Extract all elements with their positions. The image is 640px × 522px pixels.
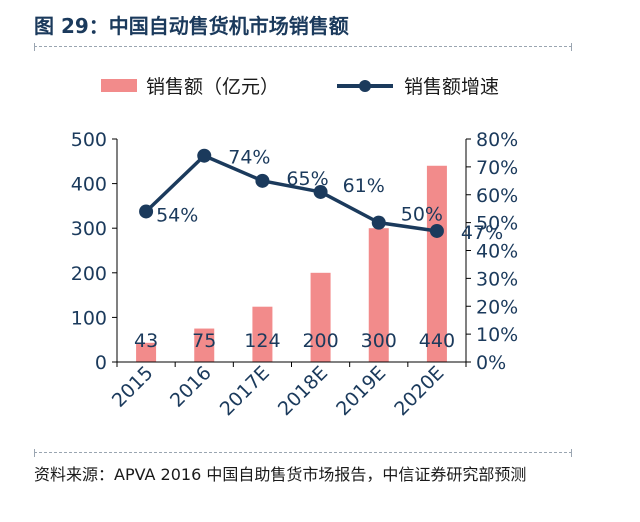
y-right-tick-label: 40% bbox=[476, 241, 518, 263]
growth-label: 65% bbox=[286, 168, 328, 190]
bar bbox=[194, 328, 215, 362]
x-tick-label: 2016 bbox=[166, 362, 216, 412]
bar-label: 300 bbox=[361, 330, 397, 352]
bar bbox=[252, 306, 273, 362]
growth-line bbox=[144, 153, 438, 233]
bar-series bbox=[136, 165, 447, 362]
y-left-tick-label: 0 bbox=[95, 352, 107, 374]
figure-title: 图 29：中国自动售货机市场销售额 bbox=[34, 14, 349, 38]
growth-point bbox=[429, 223, 444, 238]
bar-data-labels: 43 75 124 200 300 440 bbox=[134, 330, 455, 352]
x-tick-label: 2018E bbox=[274, 362, 332, 420]
top-divider bbox=[34, 43, 572, 51]
y-right-tick-label: 10% bbox=[476, 324, 518, 346]
y-left-tick-label: 500 bbox=[71, 129, 107, 151]
bar-label: 43 bbox=[134, 330, 158, 352]
source-note: 资料来源：APVA 2016 中国自助售货市场报告，中信证券研究部预测 bbox=[34, 465, 527, 484]
bar-label: 75 bbox=[192, 330, 216, 352]
x-tick-label: 2020E bbox=[390, 362, 448, 420]
sales-chart: 销售额（亿元） 销售额增速 43 75 124 200 300 440 0 100 200 300… bbox=[71, 76, 519, 420]
legend-label-bar: 销售额（亿元） bbox=[146, 76, 279, 98]
x-tick-label: 2015 bbox=[108, 362, 158, 412]
line-data-labels: 54% 74% 65% 61% 50% 47% bbox=[156, 147, 503, 244]
y-right-tick-label: 70% bbox=[476, 157, 518, 179]
bar-label: 124 bbox=[244, 330, 280, 352]
growth-label: 74% bbox=[228, 147, 270, 169]
growth-label: 54% bbox=[156, 204, 198, 226]
y-right-tick-label: 80% bbox=[476, 129, 518, 151]
y-right-tick-label: 50% bbox=[476, 213, 518, 235]
y-left-tick-label: 400 bbox=[71, 174, 107, 196]
bar bbox=[426, 165, 447, 362]
growth-point bbox=[371, 215, 386, 230]
growth-point bbox=[197, 148, 212, 163]
bar bbox=[368, 228, 389, 362]
bar bbox=[310, 272, 331, 362]
growth-label: 61% bbox=[343, 175, 385, 197]
growth-point bbox=[139, 204, 154, 219]
growth-label: 47% bbox=[461, 222, 503, 244]
y-left-tick-label: 100 bbox=[71, 307, 107, 329]
legend-swatch-bar bbox=[101, 79, 137, 92]
line-series bbox=[139, 148, 444, 238]
y-left-tick-label: 200 bbox=[71, 263, 107, 285]
legend-label-line: 销售额增速 bbox=[404, 76, 499, 98]
legend-marker-line bbox=[359, 80, 371, 92]
growth-point bbox=[313, 184, 328, 199]
bottom-divider bbox=[34, 449, 572, 457]
bar-label: 200 bbox=[302, 330, 338, 352]
y-right-tick-label: 20% bbox=[476, 296, 518, 318]
y-right-tick-label: 30% bbox=[476, 268, 518, 290]
y-left-tick-label: 300 bbox=[71, 218, 107, 240]
growth-point bbox=[255, 173, 270, 188]
growth-label: 50% bbox=[401, 204, 443, 226]
chart-legend: 销售额（亿元） 销售额增速 bbox=[101, 76, 499, 98]
y-right-tick-label: 60% bbox=[476, 185, 518, 207]
y-right-tick-label: 0% bbox=[476, 352, 506, 374]
bar-label: 440 bbox=[419, 330, 455, 352]
x-tick-label: 2017E bbox=[216, 362, 274, 420]
x-tick-label: 2019E bbox=[332, 362, 390, 420]
bar bbox=[136, 342, 157, 362]
